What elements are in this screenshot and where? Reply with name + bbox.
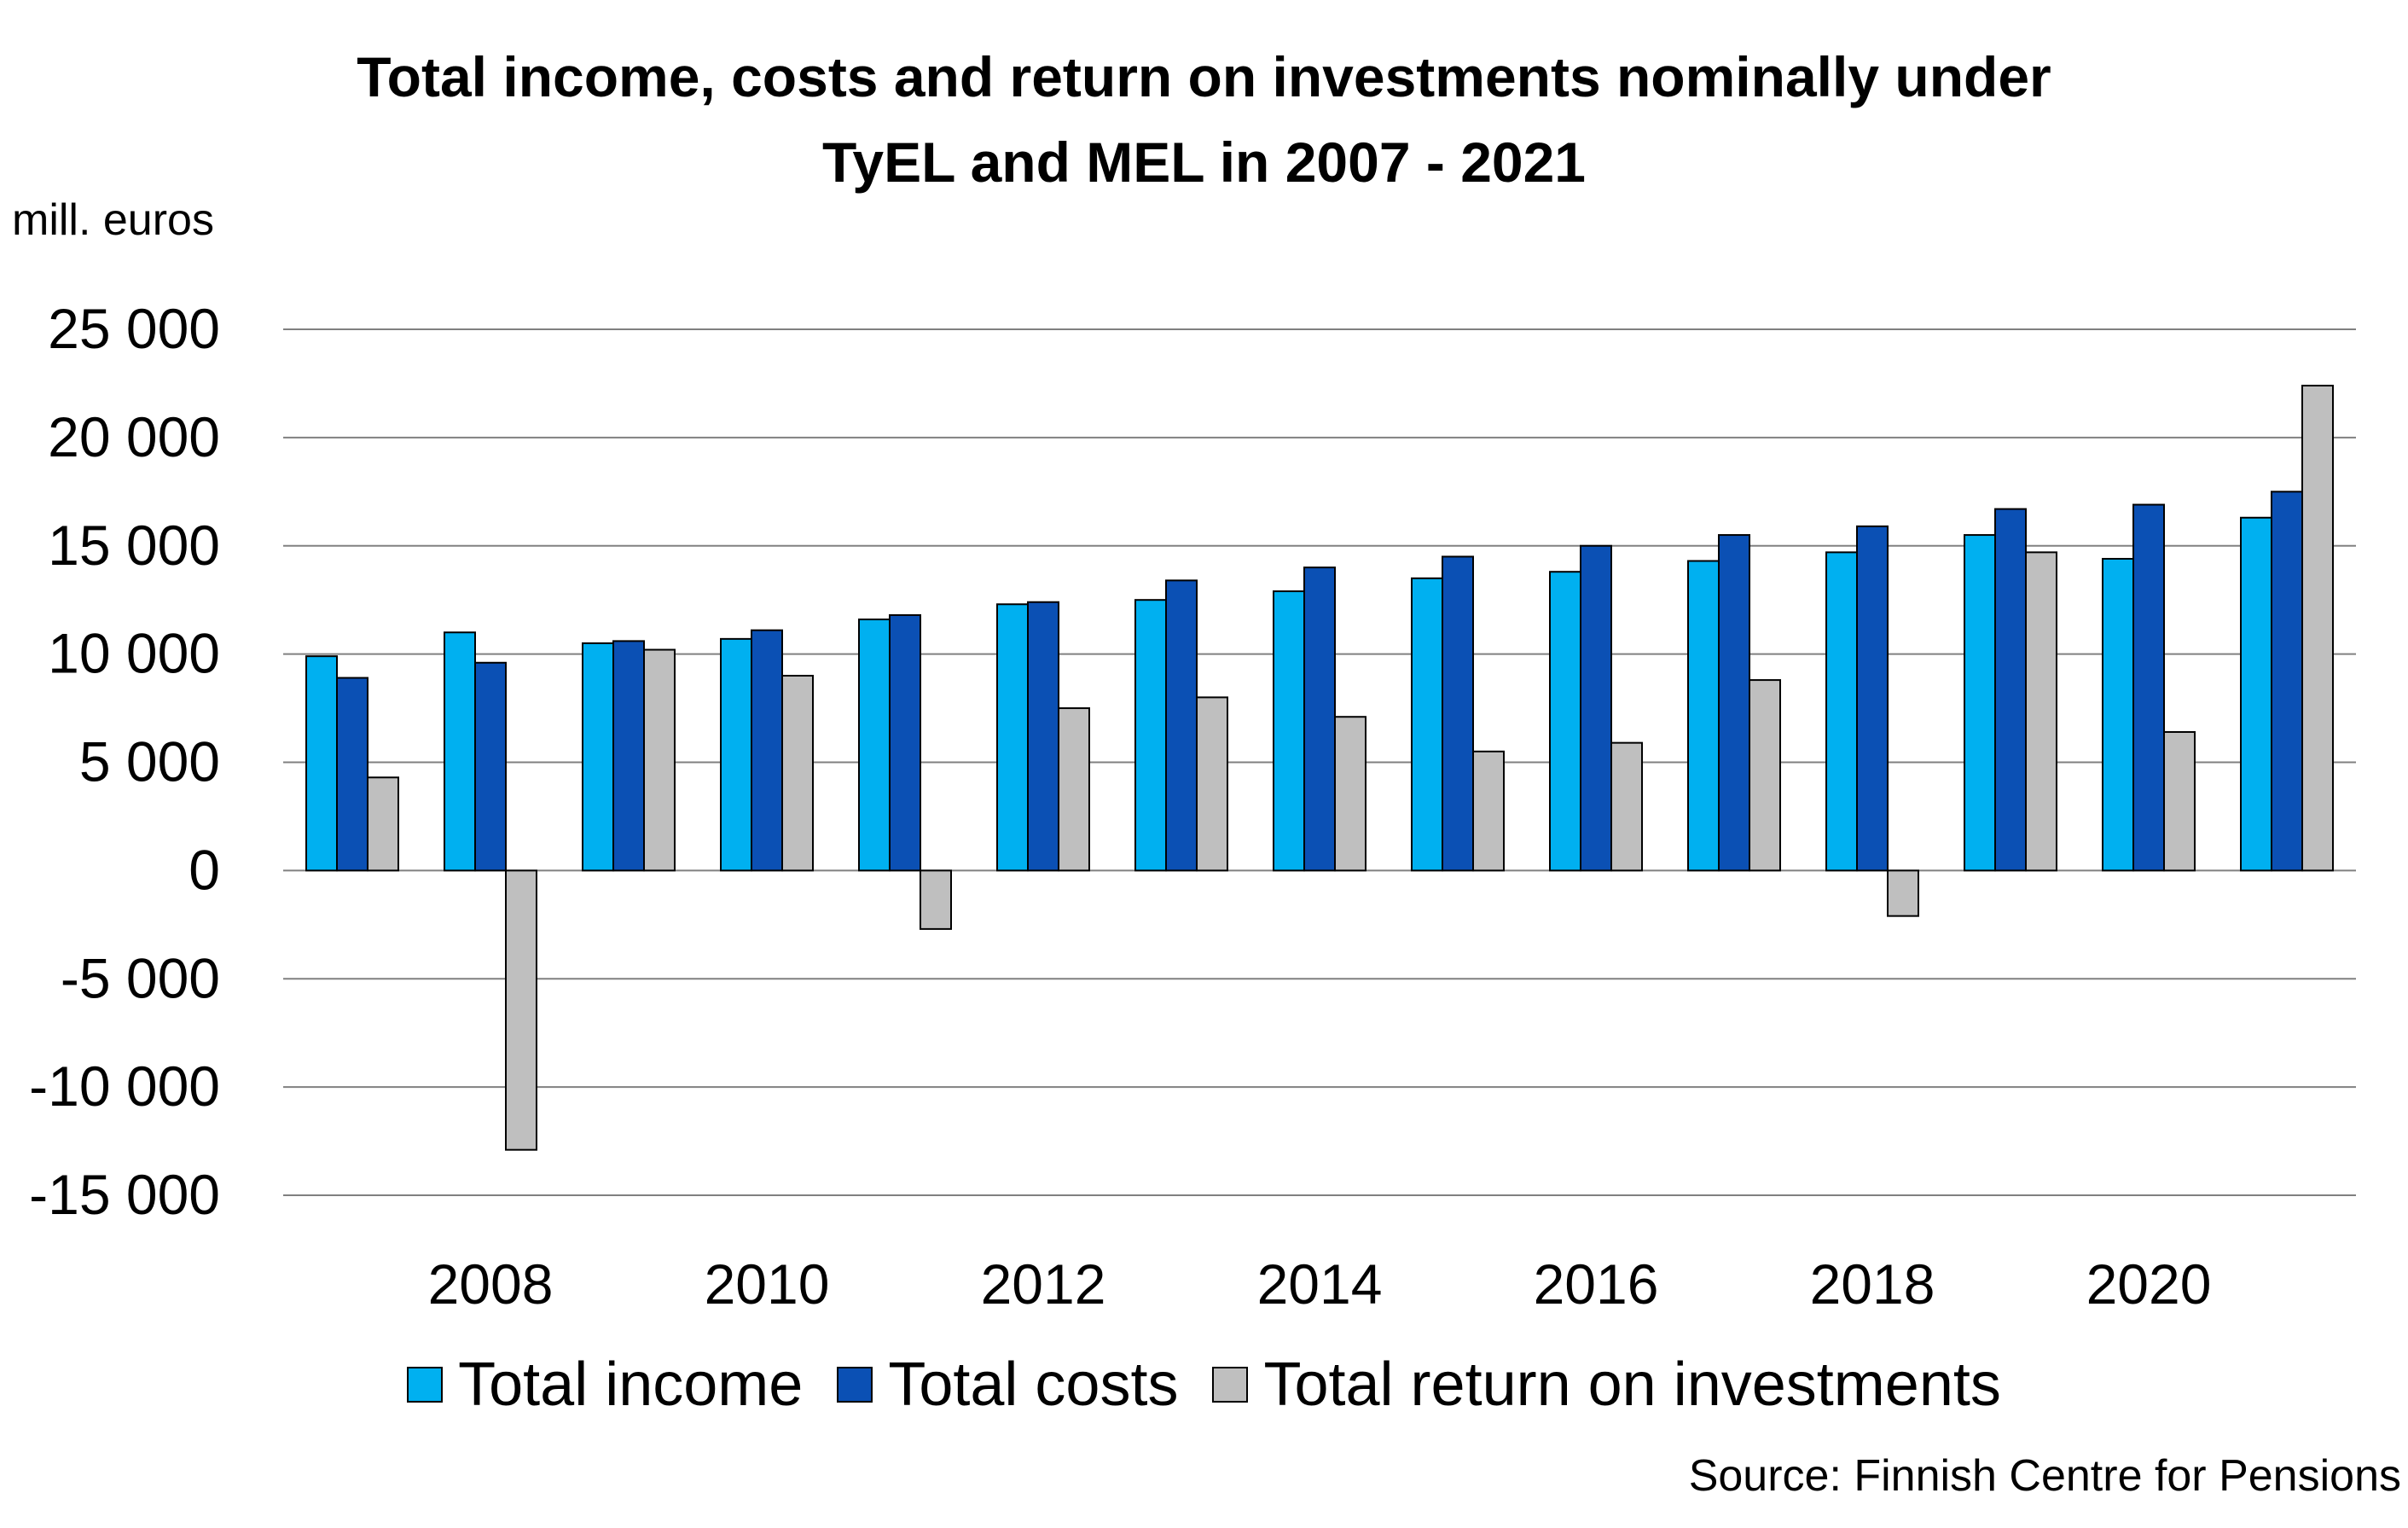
legend-swatch [1212, 1367, 1249, 1403]
bar [1442, 555, 1474, 872]
legend-label: Total return on investments [1263, 1351, 2001, 1419]
x-tick-label: 2014 [1257, 1252, 1383, 1316]
bar [2102, 557, 2134, 872]
bar [1411, 577, 1443, 872]
x-tick-label: 2020 [2086, 1252, 2212, 1316]
x-tick-label: 2010 [705, 1252, 830, 1316]
y-tick-label: 5 000 [79, 730, 220, 793]
chart-title-line-1: Total income, costs and return on invest… [357, 45, 2051, 108]
bar [920, 869, 952, 930]
bar [1303, 566, 1336, 872]
x-tick-label: 2012 [981, 1252, 1106, 1316]
bar [781, 675, 814, 872]
bar [505, 869, 537, 1151]
legend-item: Total costs [837, 1350, 1178, 1420]
bar [1196, 696, 1228, 872]
bar [1334, 716, 1366, 872]
bar [720, 637, 752, 872]
bar [1610, 741, 1643, 872]
y-tick-label: 25 000 [48, 297, 220, 360]
bar [1887, 869, 1919, 917]
y-tick-label: -15 000 [29, 1163, 220, 1226]
y-tick-label: 0 [189, 838, 220, 901]
x-tick-label: 2018 [1810, 1252, 1935, 1316]
x-tick-label: 2016 [1534, 1252, 1659, 1316]
y-tick-label: -10 000 [29, 1054, 220, 1118]
bar [996, 603, 1029, 872]
bar [1165, 579, 1198, 872]
bar [444, 631, 476, 872]
bar [1749, 679, 1781, 872]
bar [751, 629, 783, 872]
bar [1273, 590, 1305, 872]
y-tick-label: -5 000 [61, 946, 220, 1009]
bar [1549, 571, 1581, 872]
y-tick-label: 20 000 [48, 405, 220, 468]
bar [367, 776, 399, 872]
bar [889, 613, 921, 872]
legend-label: Total income [458, 1351, 804, 1419]
bar [2025, 551, 2057, 872]
legend-swatch [837, 1367, 873, 1403]
bar [612, 640, 645, 872]
bar [1825, 551, 1858, 872]
legend-swatch [407, 1367, 444, 1403]
bar [2132, 503, 2165, 872]
y-axis-unit-label: mill. euros [12, 195, 214, 245]
bar [1687, 560, 1720, 872]
bar [1994, 508, 2027, 872]
legend: Total income Total costs Total return on i… [0, 1350, 2408, 1420]
bar [858, 619, 891, 872]
y-tick-label: 10 000 [48, 622, 220, 685]
x-tick-label: 2008 [428, 1252, 554, 1316]
bar [2301, 384, 2334, 872]
bar [1027, 601, 1059, 872]
bar [1856, 525, 1889, 872]
legend-label: Total costs [888, 1351, 1179, 1419]
bar [1472, 750, 1505, 872]
bar [2163, 730, 2196, 872]
legend-item: Total return on investments [1212, 1350, 2001, 1420]
bar [1718, 534, 1750, 872]
bar [305, 655, 338, 872]
legend-item: Total income [407, 1350, 803, 1420]
bar [474, 661, 507, 872]
y-tick-label: 15 000 [48, 514, 220, 577]
source-label: Source: Finnish Centre for Pensions [1688, 1451, 2401, 1501]
bar [2271, 491, 2303, 872]
bar [582, 642, 614, 872]
bar [336, 677, 368, 872]
bar [2240, 516, 2272, 872]
bar [1058, 707, 1090, 872]
bar [1134, 599, 1167, 872]
bar [1964, 534, 1996, 872]
bar [1580, 544, 1612, 872]
chart-title-line-2: TyEL and MEL in 2007 - 2021 [821, 131, 1587, 194]
bar [643, 648, 676, 872]
